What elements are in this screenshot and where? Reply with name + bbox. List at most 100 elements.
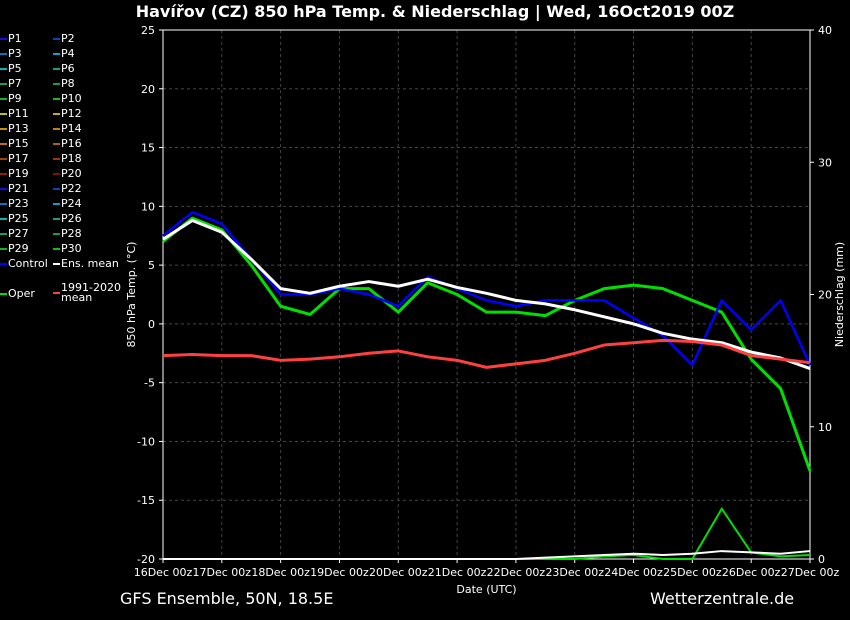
x-axis-label: Date (UTC)	[456, 583, 516, 596]
legend-item: Control	[0, 257, 48, 270]
legend-swatch	[0, 52, 7, 55]
legend-item: P5	[0, 62, 22, 75]
legend-label: P24	[61, 197, 82, 210]
legend-swatch	[53, 142, 60, 145]
x-tick-label: 27Dec 00z	[781, 566, 840, 579]
legend-label: P21	[8, 182, 29, 195]
legend-item: P1	[0, 32, 22, 45]
legend-label: P19	[8, 167, 29, 180]
x-tick-label: 19Dec 00z	[310, 566, 369, 579]
legend-item: P12	[53, 107, 82, 120]
legend-swatch	[53, 217, 60, 220]
legend-swatch	[53, 202, 60, 205]
chart-title: Havířov (CZ) 850 hPa Temp. & Niederschla…	[135, 2, 735, 21]
x-tick-label: 22Dec 00z	[487, 566, 546, 579]
legend-label: P4	[61, 47, 75, 60]
model-info: GFS Ensemble, 50N, 18.5E	[120, 589, 334, 608]
y2-tick-label: 10	[818, 421, 832, 434]
legend-item: P13	[0, 122, 29, 135]
legend-swatch	[0, 97, 7, 100]
x-tick-label: 26Dec 00z	[722, 566, 781, 579]
x-tick-label: 24Dec 00z	[604, 566, 663, 579]
legend-swatch	[53, 127, 60, 130]
y2-axis-label: Niederschlag (mm)	[833, 242, 846, 347]
legend-swatch	[53, 97, 60, 100]
legend-label: P6	[61, 62, 75, 75]
y-tick-label: -20	[137, 553, 155, 566]
y-tick-label: 10	[141, 200, 155, 213]
legend-swatch	[0, 142, 7, 145]
legend-label: P18	[61, 152, 82, 165]
y-tick-label: -10	[137, 435, 155, 448]
y2-tick-label: 20	[818, 289, 832, 302]
x-tick-label: 23Dec 00z	[545, 566, 604, 579]
legend-label: P17	[8, 152, 29, 165]
y-axis-label: 850 hPa Temp. (°C)	[125, 242, 138, 348]
y2-tick-label: 30	[818, 156, 832, 169]
legend-swatch	[53, 67, 60, 70]
x-tick-label: 17Dec 00z	[193, 566, 252, 579]
legend-swatch	[0, 112, 7, 115]
legend-item: P27	[0, 227, 29, 240]
legend-item: P30	[53, 242, 82, 255]
legend-label: P5	[8, 62, 22, 75]
y2-tick-label: 40	[818, 24, 832, 37]
legend-label: P28	[61, 227, 82, 240]
legend-item: P22	[53, 182, 82, 195]
legend-label: P30	[61, 242, 82, 255]
legend-label: Control	[8, 257, 48, 270]
y-tick-label: 5	[148, 259, 155, 272]
series-line-ens-mean	[162, 218, 811, 370]
x-tick-label: 16Dec 00z	[134, 566, 193, 579]
legend-item: P24	[53, 197, 82, 210]
legend-label: P11	[8, 107, 29, 120]
legend-swatch	[53, 262, 60, 265]
legend-item: P25	[0, 212, 29, 225]
legend-label: P14	[61, 122, 82, 135]
legend-label: P10	[61, 92, 82, 105]
y-tick-label: 0	[148, 318, 155, 331]
legend-swatch	[53, 291, 60, 294]
legend-label: P20	[61, 167, 82, 180]
legend-label: P25	[8, 212, 29, 225]
legend-item: P14	[53, 122, 82, 135]
legend-label: P12	[61, 107, 82, 120]
legend-swatch	[0, 67, 7, 70]
legend-swatch	[53, 112, 60, 115]
legend-item: P19	[0, 167, 29, 180]
legend-label: P23	[8, 197, 29, 210]
legend-item: P21	[0, 182, 29, 195]
legend-swatch	[53, 172, 60, 175]
legend-item: P9	[0, 92, 22, 105]
legend-swatch	[0, 37, 7, 40]
legend-swatch	[0, 187, 7, 190]
legend-item: P6	[53, 62, 75, 75]
legend-swatch	[53, 52, 60, 55]
precip-line	[163, 550, 811, 560]
legend-item: P28	[53, 227, 82, 240]
legend-item: Oper	[0, 287, 35, 300]
legend-label: P8	[61, 77, 75, 90]
legend-swatch	[0, 262, 7, 265]
legend-item: P15	[0, 137, 29, 150]
legend-label: P27	[8, 227, 29, 240]
legend-label: P16	[61, 137, 82, 150]
legend-swatch	[0, 172, 7, 175]
y-tick-label: 25	[141, 24, 155, 37]
legend-swatch	[53, 157, 60, 160]
legend-label: P3	[8, 47, 22, 60]
x-tick-label: 25Dec 00z	[663, 566, 722, 579]
y-tick-label: -15	[137, 494, 155, 507]
series-line-1991-2020-mean	[162, 338, 811, 369]
legend-item: P7	[0, 77, 22, 90]
legend-swatch	[0, 217, 7, 220]
legend-swatch	[0, 157, 7, 160]
legend-label: P9	[8, 92, 22, 105]
x-tick-label: 18Dec 00z	[251, 566, 310, 579]
legend-swatch	[0, 127, 7, 130]
legend-item: P11	[0, 107, 29, 120]
legend-item: Ens. mean	[53, 257, 119, 270]
site-name: Wetterzentrale.de	[650, 589, 795, 608]
legend-swatch	[53, 37, 60, 40]
